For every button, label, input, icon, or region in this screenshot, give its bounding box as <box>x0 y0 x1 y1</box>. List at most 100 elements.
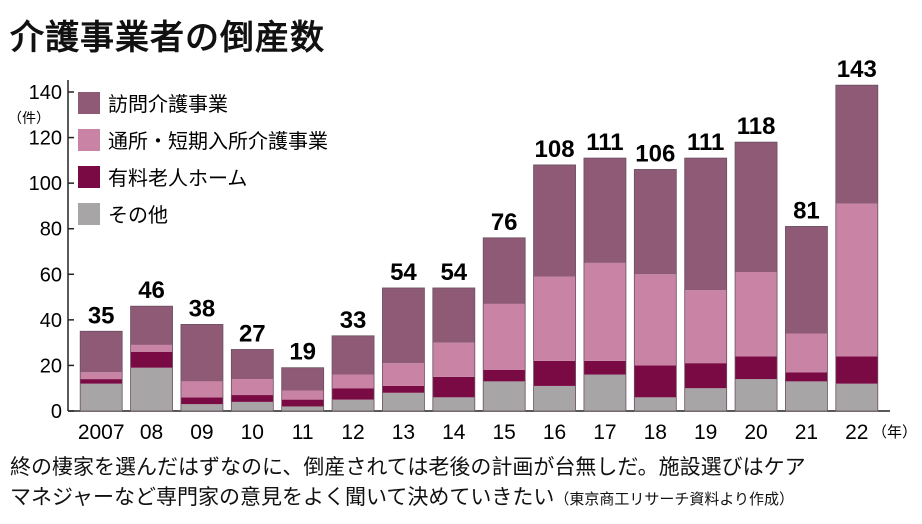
bar-segment <box>533 276 576 361</box>
bar-outline <box>482 237 526 412</box>
bar-segment <box>684 363 727 389</box>
bar-segment <box>835 85 878 204</box>
bar-segment <box>180 404 223 411</box>
x-tick-label: 20 <box>744 421 767 444</box>
bar-segment <box>231 401 274 411</box>
bar-segment <box>231 349 274 380</box>
x-tick-label: 11 <box>292 421 314 444</box>
bar-outline <box>583 157 627 412</box>
x-tick-label: 19 <box>694 421 717 444</box>
legend-label: 有料老人ホーム <box>108 166 247 190</box>
x-tick-label: 15 <box>493 421 516 444</box>
total-label: 106 <box>635 140 675 167</box>
x-unit-label: （年） <box>872 423 917 441</box>
bar-segment <box>180 381 223 398</box>
bar-segment <box>684 290 727 364</box>
bar-segment <box>634 397 677 411</box>
bar-segment <box>80 331 123 373</box>
bar-segment <box>130 344 173 352</box>
bar-segment <box>281 367 324 391</box>
bar-outline <box>230 349 274 412</box>
bar-segment <box>80 379 123 384</box>
bar-segment <box>180 397 223 405</box>
total-label: 27 <box>239 320 266 347</box>
total-label: 108 <box>535 136 575 163</box>
bar-segment <box>231 379 274 396</box>
x-tick-label: 13 <box>392 421 415 444</box>
bar-segment <box>281 390 324 400</box>
x-tick-label: 21 <box>795 421 818 444</box>
x-tick-label: 18 <box>644 421 667 444</box>
legend-swatch <box>78 203 100 225</box>
bar-segment <box>483 369 526 382</box>
bar-outline <box>130 305 173 412</box>
bar-outline <box>633 169 677 412</box>
y-tick-label: 40 <box>40 310 62 332</box>
legend-label: 訪問介護事業 <box>108 92 228 116</box>
bar-outline <box>331 335 375 412</box>
x-tick-label: 10 <box>241 421 264 444</box>
y-axis: 0 20 40 60 80 100 120 140 （件） <box>8 80 74 423</box>
bar-segment <box>684 158 727 291</box>
y-tick-label: 0 <box>51 401 62 423</box>
bar-segment <box>785 333 828 373</box>
caption: 終の棲家を選んだはずなのに、倒産されては老後の計画が台無しだ。施設選びはケア マ… <box>10 452 915 514</box>
legend-label: その他 <box>108 203 168 227</box>
y-tick-label: 20 <box>40 355 62 377</box>
bar-segment <box>432 287 475 343</box>
bar-segment <box>785 226 828 334</box>
y-tick-label: 140 <box>29 82 62 104</box>
bar-segment <box>735 379 778 411</box>
y-tick-label: 100 <box>29 173 62 195</box>
bar-segment <box>583 262 626 361</box>
x-tick-label: 09 <box>190 421 213 444</box>
bar-outline <box>180 324 224 412</box>
bar-segment <box>835 356 878 384</box>
bar-segment <box>583 360 626 375</box>
bars <box>79 84 879 412</box>
total-label: 19 <box>289 339 316 366</box>
total-label: 38 <box>189 295 216 322</box>
bar-segment <box>785 372 828 382</box>
caption-line-1: 終の棲家を選んだはずなのに、倒産されては老後の計画が台無しだ。施設選びはケア <box>10 455 806 479</box>
bar-outline <box>533 164 576 412</box>
bar-segment <box>483 237 526 304</box>
total-label: 33 <box>340 307 367 334</box>
x-tick-label: 17 <box>593 421 616 444</box>
bar-segment <box>130 367 173 411</box>
bar-segment <box>785 381 828 411</box>
bar-segment <box>533 360 576 386</box>
x-tick-label: 2007 <box>78 421 125 444</box>
bar-segment <box>281 399 324 407</box>
bar-segment <box>684 388 727 411</box>
bar-outline <box>734 141 778 412</box>
total-label: 111 <box>586 129 623 156</box>
source-note: （東京商工リサーチ資料より作成） <box>554 490 795 508</box>
bar-segment <box>835 383 878 411</box>
legend-swatch <box>78 129 100 151</box>
x-tick-label: 14 <box>442 421 466 444</box>
bar-outline <box>432 287 476 412</box>
total-label: 81 <box>793 197 820 224</box>
x-tick-label: 22 <box>845 421 868 444</box>
total-label: 143 <box>837 56 877 83</box>
bar-segment <box>80 383 123 411</box>
total-label: 35 <box>88 302 115 329</box>
bar-segment <box>634 365 677 398</box>
bar-segment <box>735 142 778 273</box>
bar-segment <box>583 158 626 263</box>
y-tick-label: 120 <box>29 128 62 150</box>
bar-outline <box>281 367 325 412</box>
stacked-bar-chart: 0 20 40 60 80 100 120 140 （件） 2007 08 09 10 11 12 13 14… <box>8 56 917 444</box>
bar-segment <box>432 342 475 377</box>
bar-segment <box>281 406 324 411</box>
bar-segment <box>735 272 778 357</box>
total-label: 54 <box>440 259 467 286</box>
bar-segment <box>180 324 223 382</box>
bar-segment <box>634 169 677 275</box>
caption-line-2: マネジャーなど専門家の意見をよく聞いて決めていきたい <box>10 485 555 509</box>
bar-segment <box>533 164 576 277</box>
y-tick-label: 80 <box>40 219 62 241</box>
bar-segment <box>483 381 526 411</box>
